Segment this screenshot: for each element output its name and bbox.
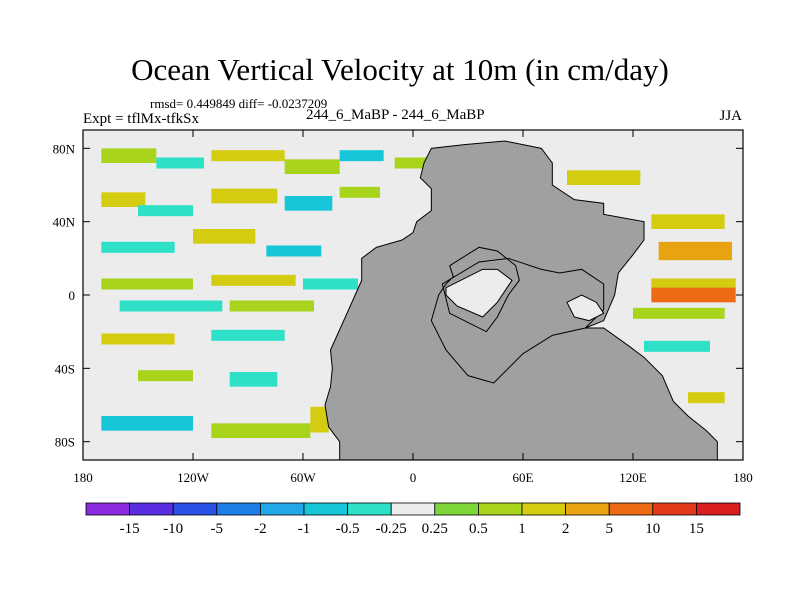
x-tick-label: 0 [410,470,417,485]
velocity-cell [119,300,223,312]
x-tick-label: 180 [733,470,753,485]
velocity-cell [101,241,175,253]
colorbar-box [696,502,741,516]
colorbar-box [434,502,479,516]
colorbar-label: 1 [518,521,526,537]
colorbar-label: 2 [562,521,570,537]
y-tick-label: 80S [55,435,75,450]
colorbar-box [565,502,610,516]
colorbar-label: -0.5 [336,521,360,537]
x-tick-label: 120E [619,470,647,485]
velocity-cell [284,159,340,174]
colorbar-box [85,502,130,516]
map-plot [82,129,744,461]
y-tick-label: 40N [53,215,76,230]
velocity-cell [229,372,278,387]
colorbar-label: 0.25 [422,521,448,537]
velocity-cell [658,241,732,261]
velocity-cell [651,278,736,290]
velocity-cell [394,157,439,169]
x-tick-label: 120W [177,470,210,485]
colorbar-label: 5 [605,521,613,537]
velocity-cell [310,406,329,433]
velocity-cell [156,157,204,169]
x-tick-label: 60E [513,470,534,485]
velocity-cell [211,423,311,438]
colorbar-label: -15 [120,521,140,537]
velocity-cell [211,329,285,341]
velocity-cell [633,307,725,319]
velocity-cell [339,150,384,162]
colorbar-box [390,502,436,516]
velocity-cell [101,333,175,345]
colorbar-label: 10 [645,521,660,537]
stats-label: rmsd= 0.449849 diff= -0.0237209 [150,96,328,111]
velocity-cell [101,192,146,207]
velocity-cell [567,170,641,185]
velocity-cell [211,188,278,204]
velocity-cell [211,274,296,286]
colorbar-label: -1 [298,521,311,537]
velocity-cell [266,245,322,257]
velocity-cell [101,416,193,431]
experiment-label: Expt = tflMx-tfkSx [83,111,199,127]
velocity-cell [284,196,333,211]
velocity-cell [651,214,725,229]
velocity-cell [339,186,380,198]
case-label: 244_6_MaBP - 244_6_MaBP [306,107,485,123]
colorbar-label: -0.25 [376,521,407,537]
velocity-cell [229,300,314,312]
colorbar-box [172,502,218,516]
colorbar-box [477,502,523,516]
velocity-cell [193,229,256,244]
x-tick-label: 60W [290,470,316,485]
velocity-cell [303,278,358,290]
y-tick-label: 80N [53,141,76,156]
velocity-cell [101,148,157,163]
colorbar-box [303,502,348,516]
velocity-cell [138,370,193,382]
y-tick-label: 0 [69,288,76,303]
colorbar-box [608,502,654,516]
colorbar-label: 15 [689,521,704,537]
velocity-cell [688,392,725,404]
velocity-cell [138,205,193,217]
y-tick-label: 40S [55,361,75,376]
land-mask [324,140,718,461]
velocity-cell [651,287,736,303]
colorbar-box [129,502,174,516]
season-label: JJA [719,108,742,124]
colorbar-label: -2 [254,521,267,537]
colorbar-box [521,502,566,516]
inland-water [445,268,513,318]
colorbar-box [259,502,305,516]
velocity-cell [644,340,710,352]
colorbar-box [216,502,261,516]
velocity-cell [101,278,193,290]
colorbar-box [652,502,697,516]
x-tick-label: 180 [73,470,93,485]
colorbar-box [347,502,392,516]
velocity-cell [211,150,285,162]
colorbar-label: -5 [211,521,224,537]
inland-water [566,294,605,322]
colorbar-label: -10 [163,521,183,537]
colorbar-label: 0.5 [469,521,488,537]
chart-title: Ocean Vertical Velocity at 10m (in cm/da… [131,52,669,87]
